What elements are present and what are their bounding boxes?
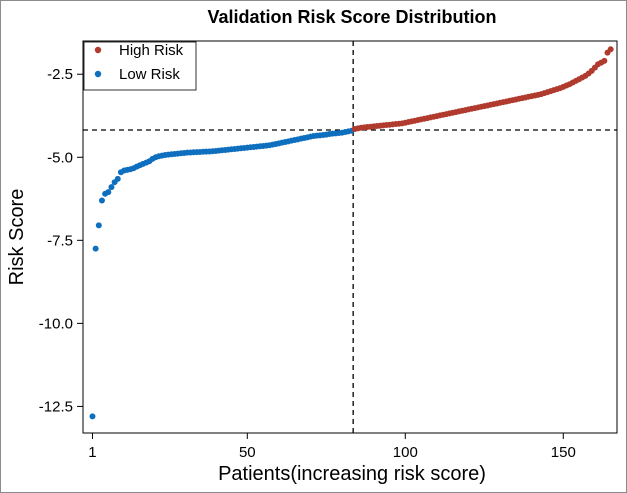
legend: High Risk Low Risk xyxy=(83,41,197,91)
low-risk-point xyxy=(105,189,112,196)
plot-area xyxy=(82,40,618,434)
y-tick-label: -7.5 xyxy=(47,232,73,249)
x-tick-label: 1 xyxy=(88,444,96,461)
low-risk-point xyxy=(98,197,105,204)
y-tick-label: -10.0 xyxy=(39,315,73,332)
low-risk-point xyxy=(114,175,121,182)
x-axis-label: Patients(increasing risk score) xyxy=(218,463,486,485)
x-tick-label: 50 xyxy=(239,444,256,461)
legend-marker-low-risk xyxy=(94,70,102,78)
high-risk-point xyxy=(601,57,608,64)
legend-label-high-risk: High Risk xyxy=(119,42,184,59)
y-tick-label: -2.5 xyxy=(47,66,73,83)
high-risk-points xyxy=(351,46,614,133)
legend-box xyxy=(83,41,197,91)
y-tick-label: -5.0 xyxy=(47,149,73,166)
low-risk-points xyxy=(89,127,355,420)
low-risk-point xyxy=(95,222,102,229)
high-risk-point xyxy=(607,46,614,53)
legend-marker-high-risk xyxy=(94,46,102,54)
low-risk-point xyxy=(92,245,99,252)
x-tick-label: 150 xyxy=(551,444,576,461)
threshold-lines xyxy=(83,41,617,433)
y-axis-ticks: -2.5 -5.0 -7.5 -10.0 -12.5 xyxy=(39,66,83,415)
low-risk-point xyxy=(108,184,115,191)
low-risk-point xyxy=(89,413,96,420)
legend-label-low-risk: Low Risk xyxy=(119,66,180,83)
x-tick-label: 100 xyxy=(393,444,418,461)
y-axis-label: Risk Score xyxy=(6,189,28,286)
y-tick-label: -12.5 xyxy=(39,398,73,415)
chart-title: Validation Risk Score Distribution xyxy=(207,7,496,27)
x-axis-ticks: 1 50 100 150 xyxy=(88,433,576,461)
